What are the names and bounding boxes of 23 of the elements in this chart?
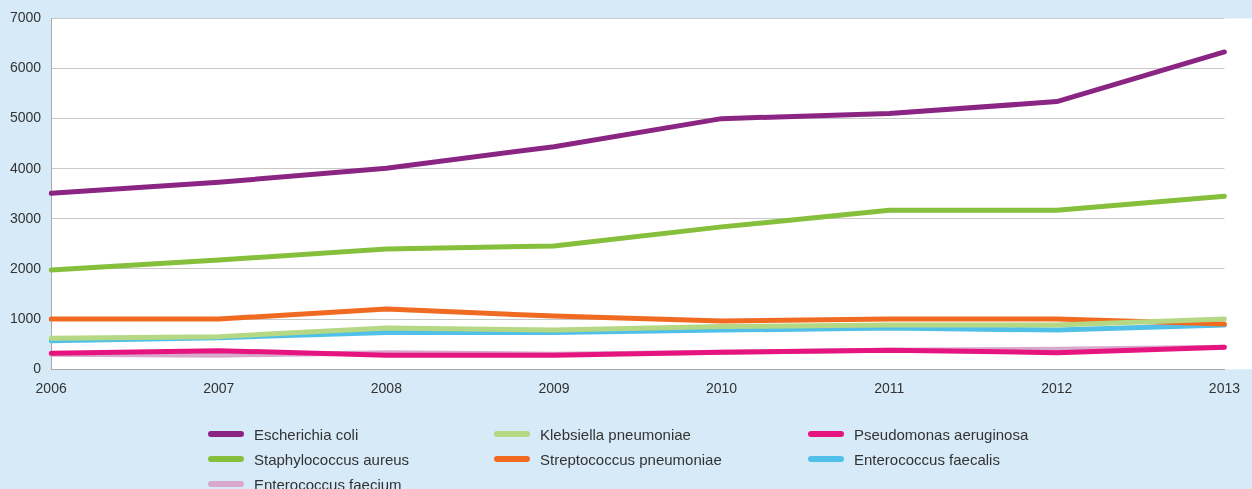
y-tick-label: 5000 (9, 109, 42, 126)
x-tick-label: 2006 (35, 380, 67, 397)
legend-label: Pseudomonas aeruginosa (854, 425, 1029, 443)
legend-label: Staphylococcus aureus (254, 450, 410, 468)
y-tick-label: 2000 (9, 259, 42, 276)
legend-label: Streptococcus pneumoniae (540, 450, 722, 468)
x-tick-label: 2008 (370, 380, 403, 397)
y-tick-label: 4000 (9, 159, 42, 176)
y-tick-label: 6000 (9, 59, 42, 76)
legend-label: Escherichia coli (254, 425, 359, 443)
x-tick-label: 2011 (874, 380, 905, 397)
y-tick-label: 3000 (9, 209, 42, 226)
legend-label: Enterococcus faecalis (854, 450, 1000, 468)
legend-label: Klebsiella pneumoniae (540, 425, 691, 443)
legend-label: Enterococcus faecium (254, 475, 402, 489)
y-tick-label: 1000 (9, 309, 42, 326)
x-tick-label: 2007 (203, 380, 235, 397)
y-tick-label: 0 (33, 360, 42, 377)
x-tick-label: 2009 (538, 380, 570, 397)
x-tick-label: 2013 (1208, 380, 1241, 397)
x-tick-label: 2012 (1041, 380, 1073, 397)
x-tick-label: 2010 (706, 380, 738, 397)
y-tick-label: 7000 (9, 9, 42, 26)
